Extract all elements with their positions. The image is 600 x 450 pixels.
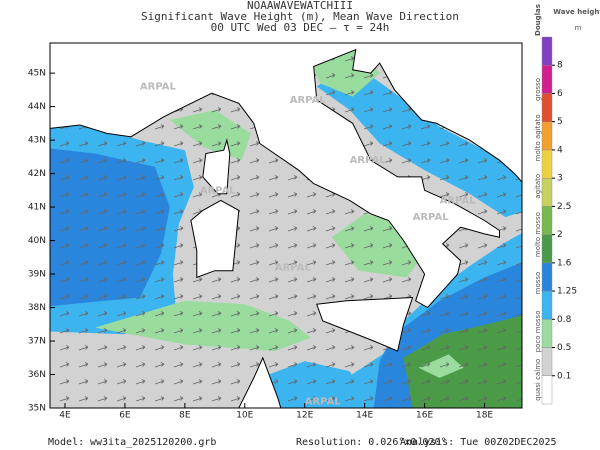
colorbar-label: 3 [557, 174, 563, 184]
colorbar-band [541, 290, 553, 320]
y-tick-label: 42N [28, 169, 46, 179]
douglas-label: molto agitato [534, 114, 542, 161]
y-tick-label: 43N [28, 136, 46, 146]
colorbar-title: Wave height [553, 8, 600, 16]
douglas-label: poco mosso [534, 311, 542, 353]
watermark: ARPAL [440, 195, 477, 206]
douglas-label: grosso [534, 78, 542, 101]
colorbar-band [541, 375, 553, 405]
colorbar-band [541, 65, 553, 94]
map-frame [49, 42, 523, 409]
watermark: ARPAL [305, 396, 342, 407]
x-tick-label: 8E [179, 411, 191, 421]
y-tick-label: 40N [28, 236, 46, 246]
y-tick-label: 44N [28, 102, 46, 112]
model-file: ww3ita_2025120200.grb [90, 437, 216, 448]
colorbar-band [541, 234, 553, 264]
watermark: ARPAL [350, 155, 387, 166]
colorbar-label: 4 [557, 145, 563, 155]
x-tick-label: 18E [476, 411, 493, 421]
y-tick-label: 37N [28, 337, 46, 347]
x-tick-label: 16E [416, 411, 433, 421]
y-tick-label: 41N [28, 203, 46, 213]
x-tick-label: 10E [236, 411, 253, 421]
y-tick-label: 45N [28, 69, 46, 79]
model-label: Model: [48, 437, 84, 448]
y-tick-label: 39N [28, 270, 46, 280]
colorbar-band [541, 149, 553, 179]
colorbar-label: 5 [557, 117, 563, 127]
x-tick-label: 6E [119, 411, 131, 421]
watermark: ARPAL [290, 95, 327, 106]
douglas-label: molto mosso [534, 212, 542, 257]
colorbar-band [541, 262, 553, 292]
colorbar-label: 2 [557, 230, 563, 240]
colorbar-label: 2.5 [557, 202, 571, 212]
coastline [190, 199, 240, 279]
analysis: Analysis: Tue 00Z02DEC2025 [400, 437, 557, 448]
coastline [202, 138, 231, 195]
y-tick-label: 36N [28, 370, 46, 380]
douglas-title: Douglas [534, 4, 542, 36]
annotations: ARPAL ARPAL ARPAL ARPAL ARPAL ARPAL ARPAL ARPAL… [28, 4, 600, 420]
douglas-label: quasi calmo [534, 359, 542, 401]
colorbar-band [541, 93, 553, 122]
watermark: ARPAL [200, 185, 237, 196]
watermark: ARPAL [140, 82, 177, 93]
coastline [316, 296, 414, 352]
colorbar-unit: m [575, 24, 582, 32]
colorbar-band [541, 319, 553, 348]
x-tick-label: 14E [356, 411, 373, 421]
colorbar-band [541, 347, 553, 376]
colorbar-label: 6 [557, 89, 563, 99]
colorbar-label: 1.6 [557, 258, 572, 268]
colorbar-label: 0.5 [557, 343, 571, 353]
colorbar-label: 1.25 [557, 287, 577, 297]
colorbar-label: 0.8 [557, 315, 572, 325]
subtitle: 00 UTC Wed 03 DEC — τ = 24h [211, 21, 390, 34]
map-area [50, 43, 522, 408]
y-tick-label: 35N [28, 404, 46, 414]
x-tick-label: 12E [296, 411, 313, 421]
coastline [238, 356, 282, 408]
douglas-label: mosso [534, 272, 542, 295]
x-tick-label: 4E [59, 411, 71, 421]
colorbar-band [541, 36, 553, 66]
watermark: ARPAL [413, 212, 450, 223]
model-name: NOAAWAVEWATCHIII [247, 0, 353, 12]
colorbar-label: 0.1 [557, 371, 571, 381]
resolution: Resolution: 0.026°x0.020° [296, 437, 447, 448]
coastline [50, 43, 522, 309]
watermark: ARPAL [275, 262, 312, 273]
colorbar-band [541, 206, 553, 235]
colorbar-band [541, 121, 553, 151]
y-tick-label: 38N [28, 303, 46, 313]
title: Significant Wave Height (m), Mean Wave D… [141, 10, 459, 23]
colorbar-label: 8 [557, 61, 563, 71]
land [50, 43, 522, 408]
douglas-label: agitato [534, 174, 542, 199]
colorbar-band [541, 177, 553, 207]
